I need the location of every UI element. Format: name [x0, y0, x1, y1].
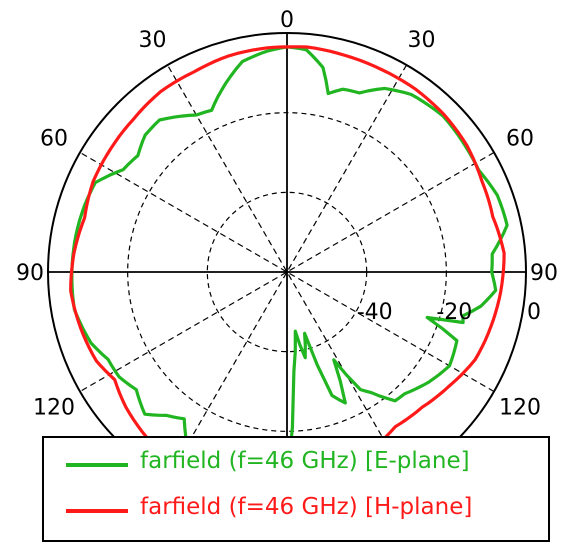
radial-tick-label: -20 — [436, 300, 472, 325]
legend-swatch-e-plane — [66, 463, 128, 467]
radial-tick-label: -40 — [357, 300, 393, 325]
angle-tick-label: 60 — [40, 127, 68, 152]
angle-tick-label: 30 — [139, 28, 167, 53]
angle-tick-label: 120 — [33, 396, 75, 421]
polar-grid — [47, 32, 527, 438]
legend-item-e-plane: farfield (f=46 GHz) [E-plane] — [44, 444, 548, 484]
angle-tick-label: 60 — [506, 127, 534, 152]
series-line-1 — [69, 45, 506, 438]
angle-tick-labels: 0 30 30 60 60 90 90 120 120 — [16, 8, 558, 421]
polar-curves — [69, 45, 509, 438]
legend-swatch-h-plane — [66, 509, 128, 513]
legend-item-h-plane: farfield (f=46 GHz) [H-plane] — [44, 490, 548, 530]
angle-tick-label: 120 — [499, 396, 541, 421]
angle-tick-label: 90 — [16, 261, 44, 286]
legend: farfield (f=46 GHz) [E-plane] farfield (… — [42, 436, 550, 542]
angle-tick-label: 30 — [408, 28, 436, 53]
radial-tick-label: 0 — [527, 300, 541, 325]
angle-tick-label: 0 — [280, 8, 294, 33]
angle-tick-label: 90 — [530, 261, 558, 286]
legend-label-e-plane: farfield (f=46 GHz) [E-plane] — [140, 448, 470, 474]
legend-label-h-plane: farfield (f=46 GHz) [H-plane] — [140, 494, 473, 520]
radial-tick-labels: -40 -20 0 — [357, 300, 541, 325]
